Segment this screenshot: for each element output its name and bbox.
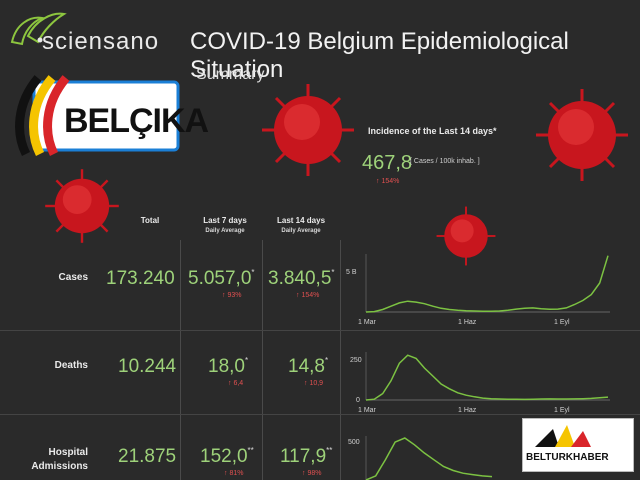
incidence-title: Incidence of the Last 14 days* (368, 126, 497, 136)
country-badge (15, 75, 180, 157)
hospital-total: 21.875 (118, 446, 177, 467)
deaths-x-tick: 1 Haz (458, 407, 477, 414)
page-title: COVID-19 Belgium Epidemiological Situati… (190, 28, 569, 83)
hospital-avg14-mark: ** (326, 446, 333, 455)
belturkhaber-emblem (535, 425, 591, 447)
deaths-avg7-mark: * (244, 356, 249, 365)
virus-illustration (536, 89, 628, 181)
cases-x-tick: 1 Haz (458, 319, 477, 326)
sciensano-logo (10, 12, 67, 46)
hospital-avg14-value: 117,9 (280, 446, 327, 467)
deaths-change14: ↑ 10,9 (304, 380, 324, 387)
cases-total: 173.240 (106, 268, 175, 289)
column-header-last14: Last 14 days (276, 216, 326, 225)
column-divider (340, 240, 341, 480)
column-header-total: Total (140, 216, 160, 225)
deaths-chart: 250 0 1 Mar 1 Haz 1 Eyl (350, 352, 610, 414)
deaths-total: 10.244 (118, 356, 177, 377)
logo-wordmark: sciensano (42, 28, 160, 55)
hospital-line (365, 437, 493, 480)
column-subheader-last14: Daily Average (281, 228, 321, 234)
row-label-deaths: Deaths (54, 360, 88, 371)
hospital-chart: 500 (348, 436, 493, 480)
column-header-last7: Last 7 days (203, 216, 247, 225)
deaths-change7: ↑ 6,4 (228, 380, 244, 387)
country-label: BELÇIKA (64, 102, 209, 140)
deaths-avg14: 14,8* (288, 356, 328, 378)
cases-avg7-value: 5.057,0 (188, 268, 252, 289)
row-label-hospital: Hospital Admissions (31, 447, 88, 472)
cases-change7: ↑ 93% (222, 292, 242, 299)
cases-avg14: 3.840,5* (268, 268, 335, 290)
deaths-avg7: 18,0* (208, 356, 248, 378)
cases-chart: 5 B 1 Mar 1 Haz 1 Eyl (346, 254, 610, 326)
incidence-change: ↑ 154% (376, 178, 400, 185)
virus-illustration (45, 169, 119, 243)
belturkhaber-logo (522, 418, 634, 472)
incidence-value: 467,8 (362, 152, 413, 174)
page-subtitle: Summary (196, 66, 265, 83)
deaths-x-tick: 1 Mar (358, 407, 377, 414)
deaths-line (365, 354, 609, 401)
column-divider (262, 240, 263, 480)
cases-change14: ↑ 154% (296, 292, 320, 299)
cases-avg7-mark: * (251, 268, 255, 277)
cases-line (365, 255, 609, 313)
hospital-avg7-value: 152,0 (200, 446, 248, 467)
row-divider (0, 330, 640, 331)
cases-avg14-value: 3.840,5 (268, 268, 332, 289)
row-label-cases: Cases (58, 272, 88, 283)
cases-y-tick: 5 B (346, 269, 357, 276)
incidence-unit: [ Cases / 100k inhab. ] (410, 158, 480, 165)
cases-x-tick: 1 Eyl (554, 319, 570, 326)
hospital-y-tick: 500 (348, 439, 360, 446)
hospital-avg14: 117,9** (280, 446, 332, 468)
row-divider (0, 414, 640, 415)
belturkhaber-label: BELTURKHABER (526, 452, 609, 463)
deaths-y-tick: 0 (356, 397, 360, 404)
deaths-y-tick: 250 (350, 357, 362, 364)
deaths-avg14-value: 14,8 (288, 356, 325, 377)
hospital-avg7: 152,0** (200, 446, 254, 468)
hospital-change7: ↑ 81% (224, 470, 244, 477)
hospital-change14: ↑ 98% (302, 470, 322, 477)
column-subheader-last7: Daily Average (205, 228, 245, 234)
deaths-avg7-value: 18,0 (208, 356, 245, 377)
column-divider (180, 240, 181, 480)
hospital-avg7-mark: ** (247, 446, 254, 455)
cases-x-tick: 1 Mar (358, 319, 377, 326)
deaths-avg14-mark: * (324, 356, 329, 365)
virus-illustration (436, 206, 496, 266)
virus-illustration (262, 84, 354, 176)
deaths-x-tick: 1 Eyl (554, 407, 570, 414)
cases-avg14-mark: * (331, 268, 335, 277)
cases-avg7: 5.057,0* (188, 268, 255, 290)
